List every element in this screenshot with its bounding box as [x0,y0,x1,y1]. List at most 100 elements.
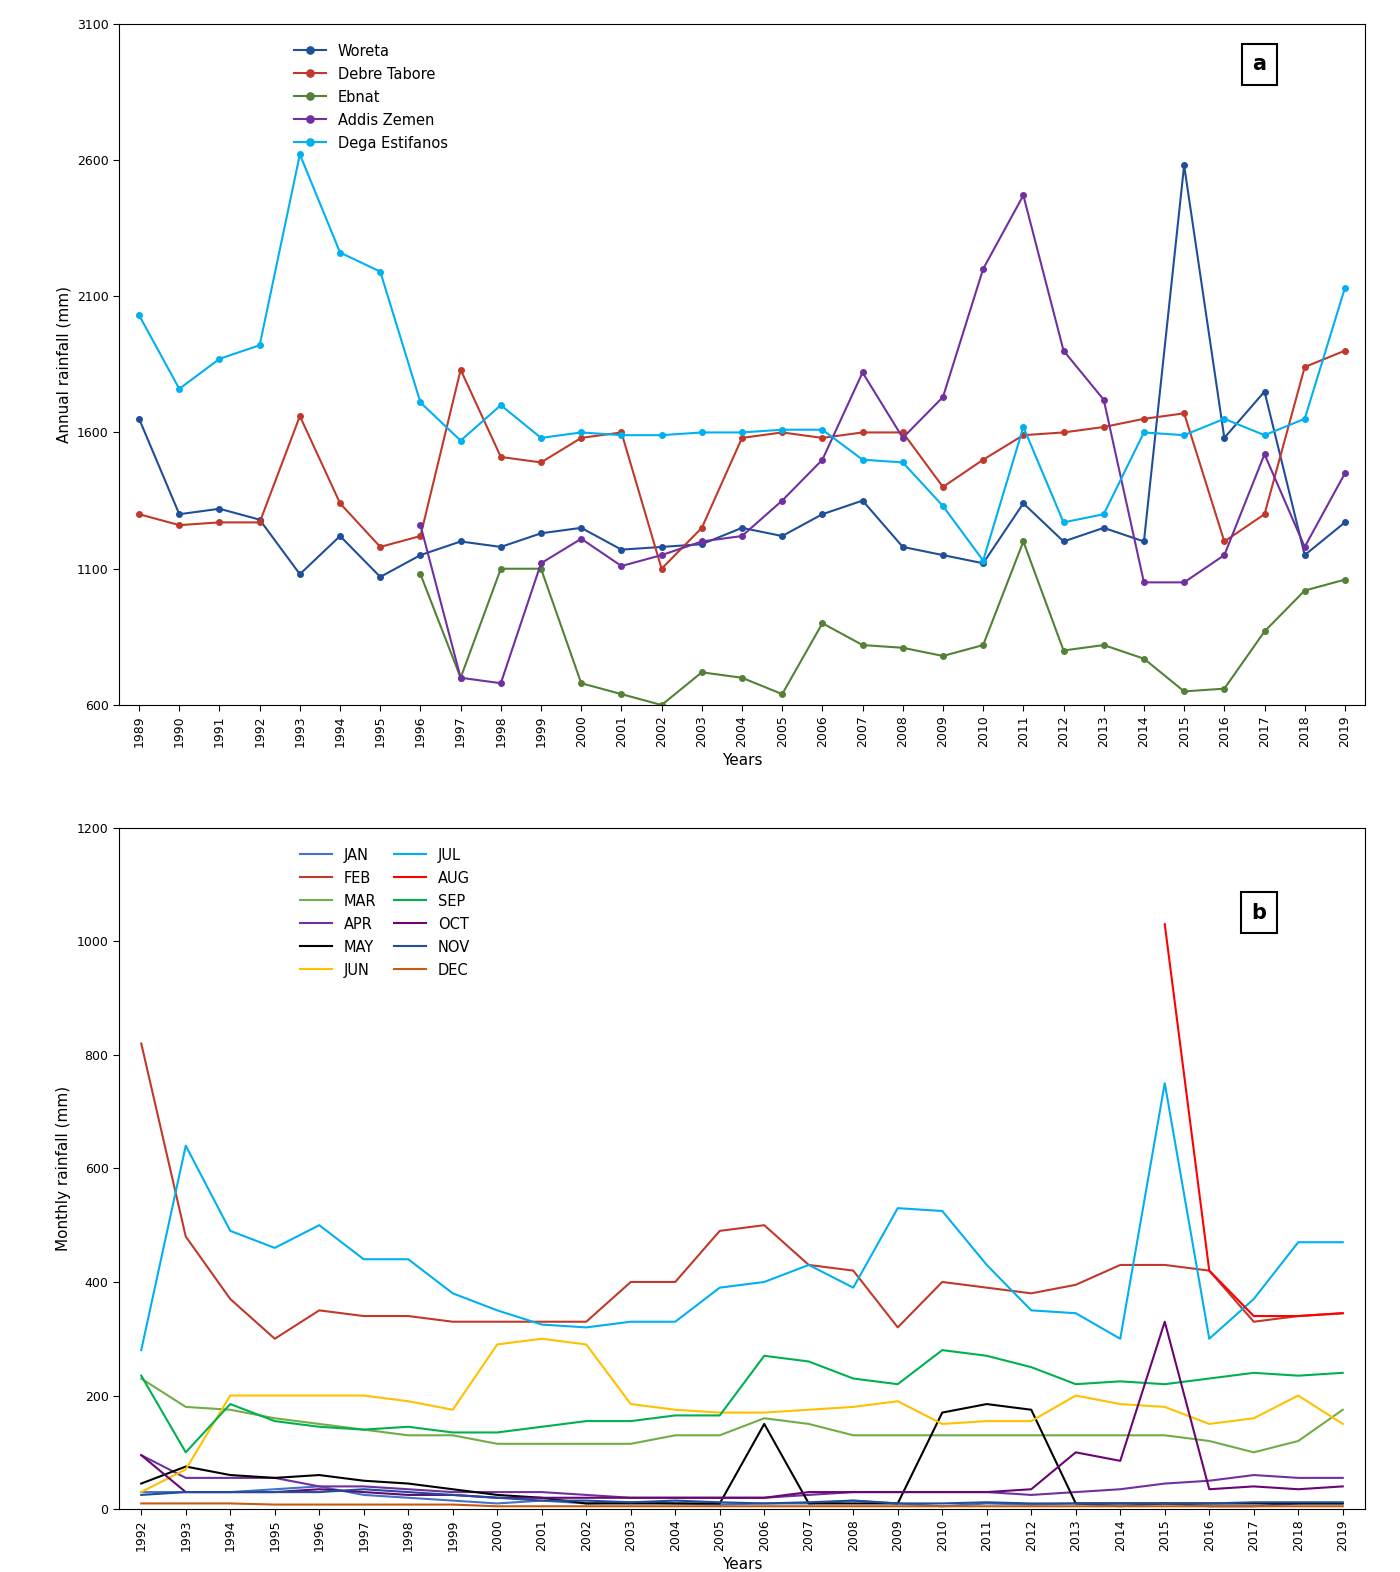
MAR [1112,1426,1128,1445]
OCT [133,1446,150,1465]
JUL [400,1250,417,1269]
JUN [311,1387,328,1405]
Line: Dega Estifanos: Dega Estifanos [136,151,1348,563]
DEC [666,1497,683,1515]
OCT [1201,1479,1218,1498]
APR [756,1489,773,1508]
OCT [711,1489,728,1508]
Addis Zemen [1015,185,1032,204]
Line: JUN: JUN [141,1339,1343,1492]
NOV [1201,1493,1218,1512]
MAY [1156,1493,1173,1512]
Debre Tabore [693,519,710,538]
FEB [1246,1313,1263,1331]
MAR [400,1426,417,1445]
SEP [178,1443,195,1462]
Dega Estifanos [935,497,952,516]
OCT [356,1482,372,1501]
APR [133,1446,150,1465]
Woreta [452,531,469,550]
FEB [178,1228,195,1247]
Addis Zemen [1176,572,1193,591]
FEB [1334,1303,1351,1322]
Dega Estifanos [693,423,710,442]
FEB [221,1289,238,1308]
NOV [444,1486,461,1504]
X-axis label: Years: Years [722,1556,762,1572]
MAY [178,1457,195,1476]
DEC [1112,1497,1128,1515]
JAN [533,1492,550,1511]
OCT [178,1482,195,1501]
OCT [979,1482,995,1501]
Woreta [613,541,630,560]
JUL [1201,1330,1218,1349]
MAR [221,1401,238,1420]
SEP [400,1418,417,1437]
MAY [756,1415,773,1434]
OCT [533,1489,550,1508]
Y-axis label: Monthly rainfall (mm): Monthly rainfall (mm) [56,1086,71,1251]
Ebnat [935,646,952,665]
JAN [444,1492,461,1511]
Woreta [1217,429,1233,448]
Addis Zemen [854,363,871,382]
Legend: Woreta, Debre Tabore, Ebnat, Addis Zemen, Dega Estifanos: Woreta, Debre Tabore, Ebnat, Addis Zemen… [288,38,454,157]
NOV [1112,1493,1128,1512]
OCT [221,1482,238,1501]
JUN [133,1482,150,1501]
Dega Estifanos [412,393,428,412]
MAY [489,1486,505,1504]
Ebnat [974,635,991,654]
Addis Zemen [1296,538,1313,556]
JUL [1334,1232,1351,1251]
FEB [979,1278,995,1297]
Woreta [573,519,589,538]
FEB [489,1313,505,1331]
OCT [1289,1479,1306,1498]
APR [1023,1486,1040,1504]
JUL [1112,1330,1128,1349]
NOV [711,1493,728,1512]
JUL [489,1302,505,1320]
JUL [133,1341,150,1360]
SEP [756,1346,773,1364]
SEP [533,1418,550,1437]
MAY [801,1493,818,1512]
NOV [979,1493,995,1512]
Dega Estifanos [734,423,750,442]
JAN [801,1493,818,1512]
Ebnat [613,685,630,704]
JUL [844,1278,861,1297]
JUN [533,1330,550,1349]
AUG [1334,1303,1351,1322]
Debre Tabore [854,423,871,442]
JUN [934,1415,951,1434]
Addis Zemen [693,531,710,550]
Dega Estifanos [774,420,791,439]
NOV [1156,1493,1173,1512]
Debre Tabore [1296,357,1313,376]
MAY [578,1493,595,1512]
APR [1112,1479,1128,1498]
JUN [666,1401,683,1420]
Ebnat [493,560,510,578]
Line: MAR: MAR [141,1379,1343,1453]
MAY [221,1465,238,1484]
SEP [311,1418,328,1437]
SEP [1156,1376,1173,1394]
AUG [1289,1306,1306,1325]
DEC [489,1497,505,1515]
Ebnat [1176,682,1193,701]
MAR [133,1369,150,1388]
NOV [133,1486,150,1504]
NOV [1067,1493,1084,1512]
Ebnat [895,638,911,657]
APR [711,1489,728,1508]
MAR [444,1426,461,1445]
Line: AUG: AUG [1165,924,1343,1316]
Debre Tabore [332,494,349,512]
SEP [1201,1369,1218,1388]
DEC [266,1495,283,1514]
Addis Zemen [613,556,630,575]
